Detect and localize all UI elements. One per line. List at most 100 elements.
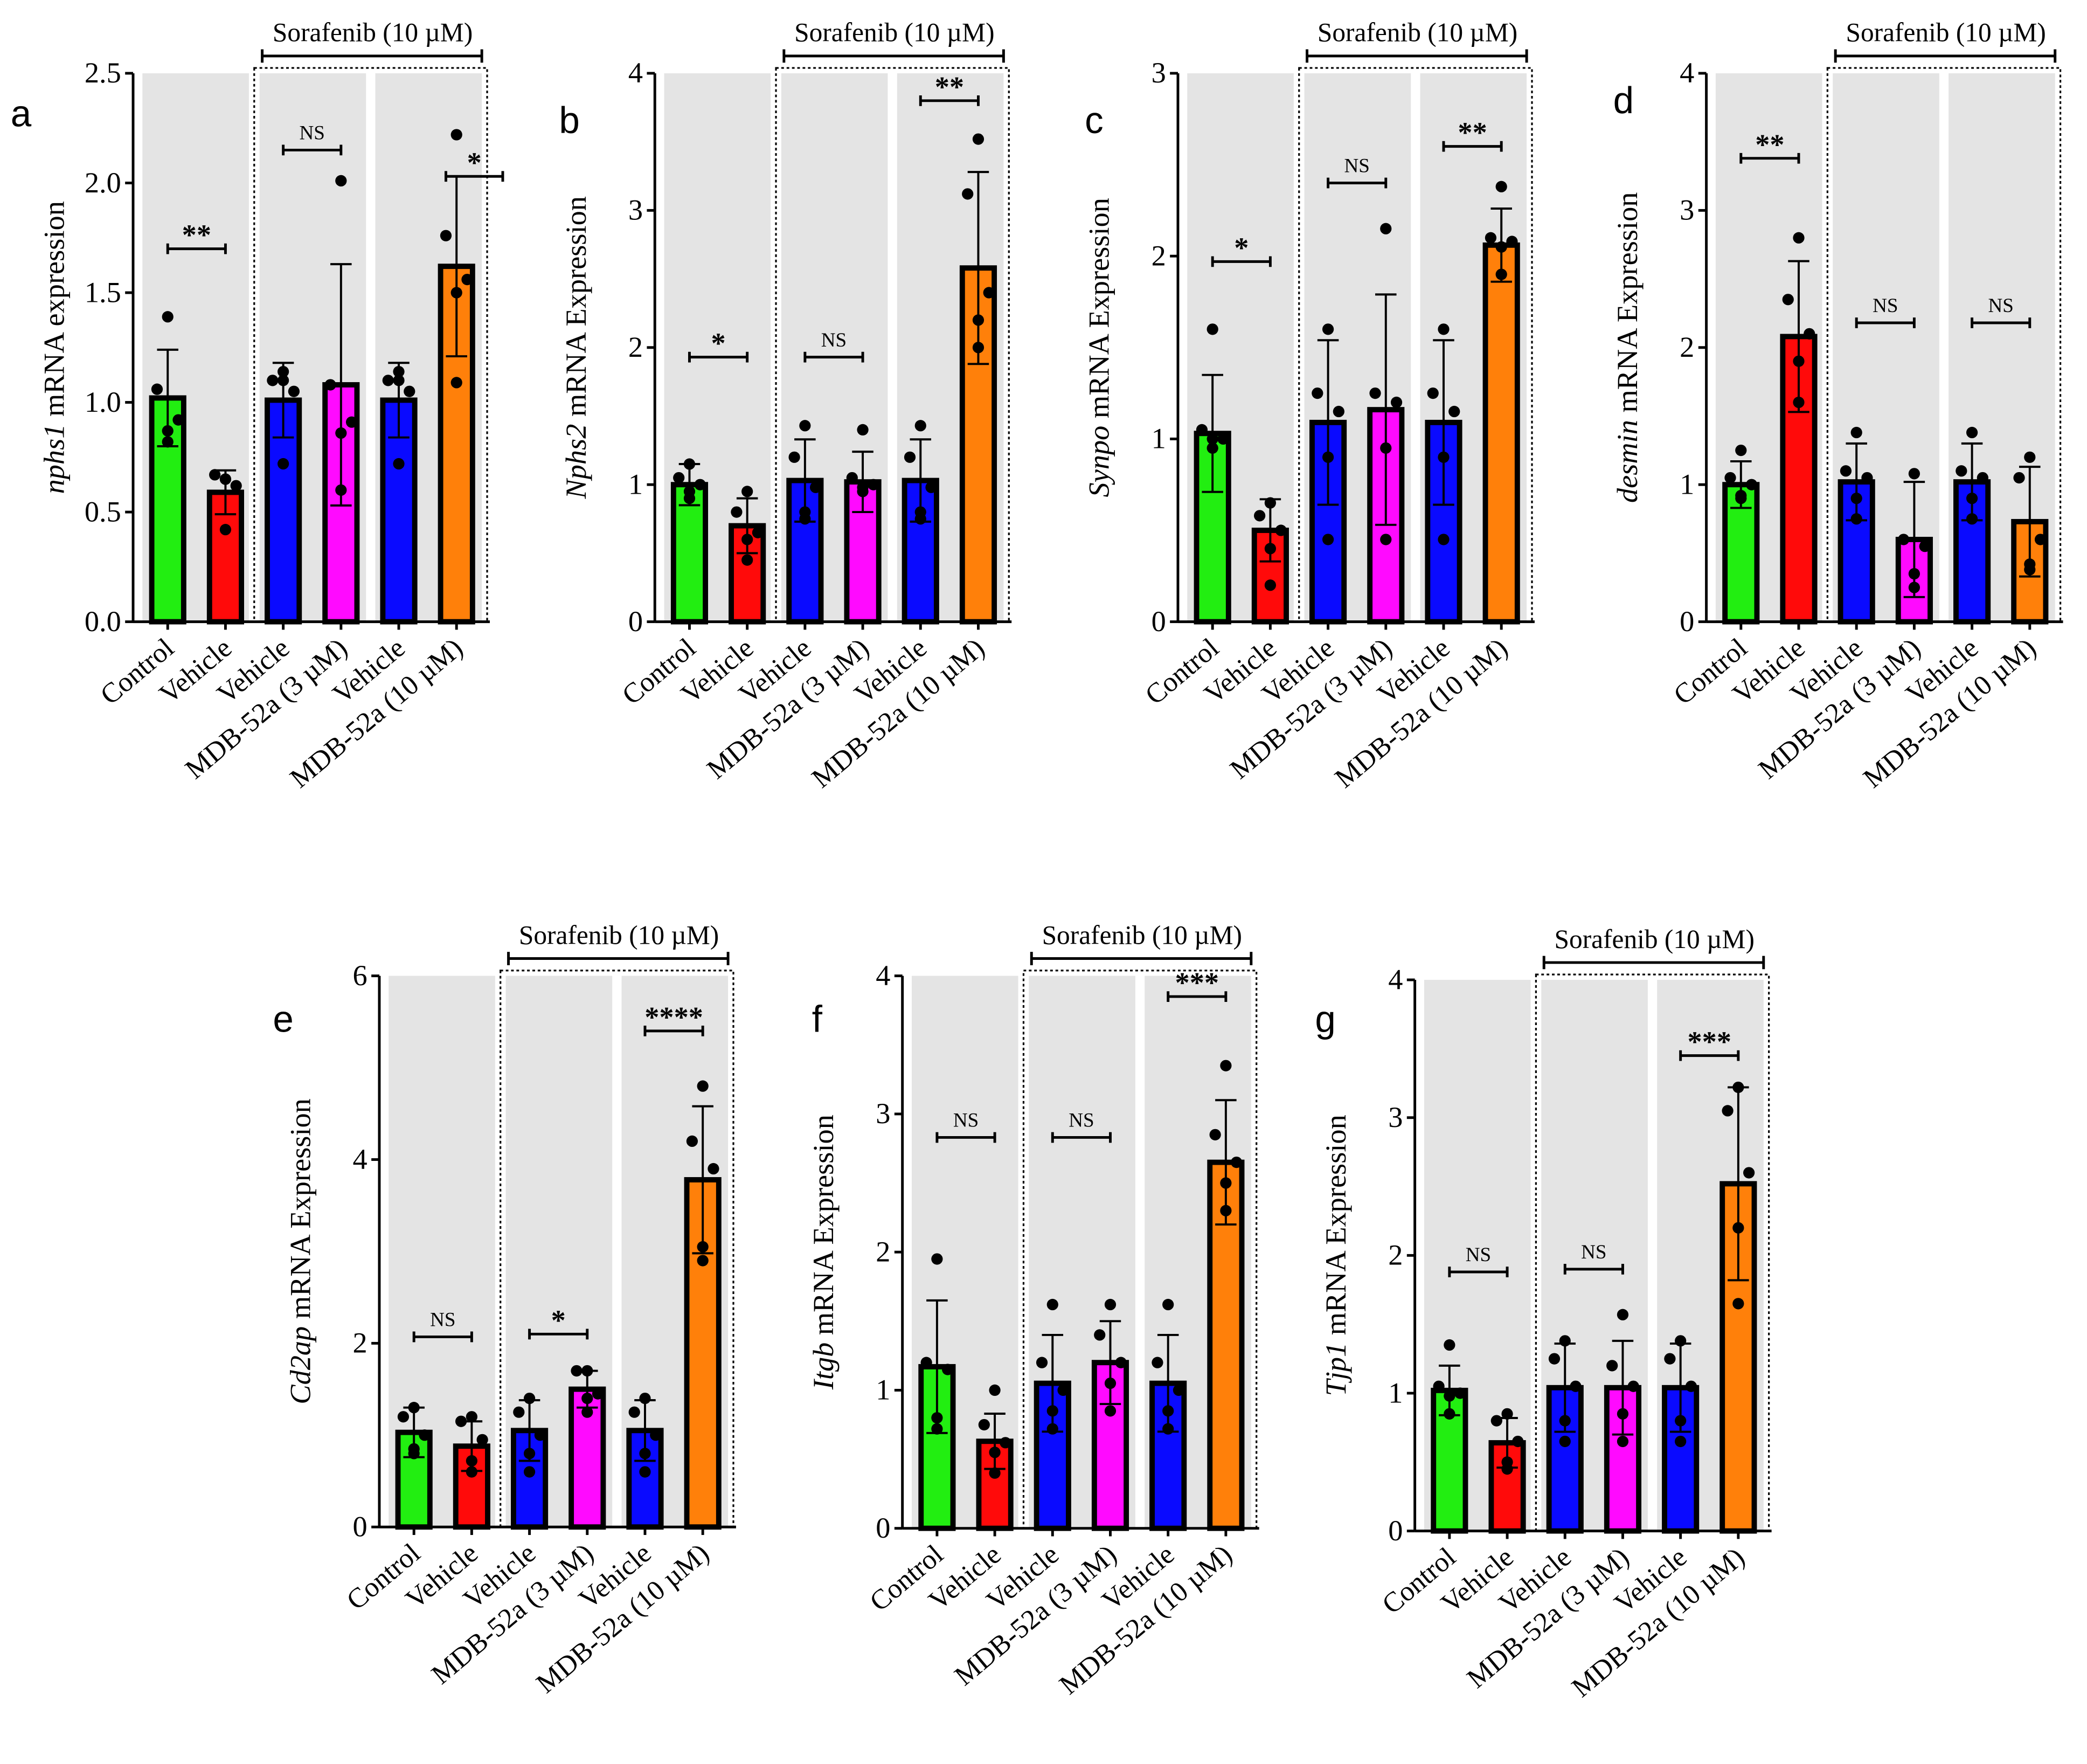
significance-bracket: [1971, 317, 2031, 328]
y-tick-label: 0: [353, 1511, 368, 1543]
data-point: [741, 534, 753, 545]
y-axis-label-gene: Tjp1: [1320, 1343, 1352, 1396]
data-point: [151, 383, 163, 395]
data-point: [914, 420, 926, 432]
significance-bracket: [282, 144, 343, 156]
y-tick-label: 1: [1388, 1376, 1403, 1409]
significance-label: NS: [1873, 295, 1898, 317]
significance-label: NS: [953, 1110, 979, 1132]
sorafenib-bracket: [1834, 49, 2057, 63]
y-tick-label: 2: [353, 1327, 368, 1359]
data-point: [513, 1406, 525, 1418]
sorafenib-dotted-box: [1826, 67, 2062, 623]
data-point: [1977, 472, 1988, 484]
significance-bracket: [1442, 141, 1503, 152]
data-point: [1732, 1222, 1744, 1234]
data-point: [1433, 1380, 1445, 1392]
data-point: [752, 527, 764, 538]
sorafenib-label: Sorafenib (10 µM): [519, 920, 719, 950]
data-point: [1512, 1435, 1524, 1448]
data-point: [1380, 442, 1392, 454]
y-tick-label: 2.0: [85, 167, 121, 199]
data-point: [1685, 1380, 1697, 1392]
y-tick-label: 3: [628, 194, 643, 226]
data-point: [1501, 1463, 1513, 1475]
error-bar-3: [1317, 339, 1339, 506]
data-point: [989, 1384, 1001, 1396]
data-point: [393, 458, 405, 470]
y-axis-label: desmin mRNA Expression: [1611, 192, 1644, 503]
data-point: [408, 1448, 420, 1459]
data-point: [1850, 513, 1862, 525]
y-tick-label: 0.0: [85, 605, 121, 638]
significance-label: *: [711, 327, 725, 359]
panel-g: Sorafenib (10 µM) 0 1 2 3 4 Tjp1 mRNA Expressi…: [1315, 924, 1772, 1703]
data-point: [1506, 236, 1518, 247]
data-point: [393, 375, 405, 386]
data-point: [1217, 433, 1229, 445]
error-bar-6: [692, 1105, 713, 1255]
significance-label: NS: [1581, 1241, 1606, 1263]
error-bar-4: [330, 263, 352, 507]
significance-label: NS: [821, 329, 847, 351]
data-point: [1732, 1081, 1744, 1094]
data-point: [639, 1393, 651, 1405]
data-point: [1162, 1423, 1174, 1435]
data-point: [592, 1388, 604, 1400]
significance-label: *: [551, 1304, 566, 1337]
panel-letter: e: [273, 998, 293, 1040]
data-point: [1804, 328, 1815, 340]
data-point: [1438, 451, 1450, 463]
data-point: [1570, 1380, 1582, 1392]
y-axis-label: Cd2ap mRNA Expression: [285, 1098, 317, 1404]
data-point: [1495, 241, 1507, 253]
y-tick-label: 0.5: [85, 495, 121, 528]
data-point: [1732, 1298, 1744, 1310]
data-point: [581, 1393, 593, 1405]
data-point: [1322, 323, 1334, 335]
data-point: [382, 375, 394, 386]
bar-6: [1482, 242, 1520, 625]
data-point: [1722, 1105, 1734, 1117]
y-tick-label: 0: [876, 1512, 890, 1544]
data-point: [1380, 223, 1392, 234]
data-point: [1152, 1357, 1163, 1368]
panel-a: Sorafenib (10 µM) 0.0 0.5 1.0 1.5 2.0 2.5 nphs1…: [11, 18, 504, 794]
data-point: [920, 1357, 932, 1368]
data-point: [2034, 534, 2047, 545]
data-point: [1115, 1357, 1127, 1368]
data-point: [581, 1365, 593, 1377]
data-point: [989, 1447, 1001, 1458]
data-point: [162, 436, 174, 448]
significance-label: NS: [430, 1309, 455, 1331]
significance-bracket: [688, 351, 749, 363]
data-point: [1209, 1129, 1221, 1140]
significance-label: **: [1458, 116, 1487, 149]
sorafenib-dotted-box: [1298, 67, 1533, 623]
error-bar-5: [1433, 339, 1454, 506]
significance-bracket: [919, 95, 980, 106]
sorafenib-label: Sorafenib (10 µM): [794, 18, 994, 47]
data-point: [324, 379, 336, 391]
significance-bracket: [1448, 1267, 1509, 1277]
y-axis-label-text: mRNA Expression: [1611, 192, 1644, 420]
significance-label: ****: [644, 1001, 703, 1033]
y-axis-label-text: mRNA Expression: [285, 1098, 317, 1326]
data-point: [393, 365, 405, 378]
y-axis-label: nphs1 mRNA expression: [38, 201, 71, 494]
sorafenib-label: Sorafenib (10 µM): [1042, 920, 1242, 950]
data-point: [278, 458, 289, 470]
significance-label: *: [467, 147, 482, 179]
panel-f: Sorafenib (10 µM) 0 1 2 3 4 Itgb mRNA Expressi…: [807, 920, 1259, 1700]
y-axis-label: Synpo mRNA Expression: [1083, 198, 1115, 497]
data-point: [983, 287, 995, 299]
data-point: [857, 424, 869, 436]
data-point: [799, 420, 811, 432]
y-tick-label: 4: [876, 959, 890, 992]
data-point: [1264, 543, 1277, 555]
data-point: [1485, 232, 1497, 244]
data-point: [1548, 1353, 1561, 1365]
data-point: [1735, 493, 1747, 504]
y-tick-label: 0: [1680, 605, 1694, 638]
data-point: [1231, 1156, 1243, 1168]
